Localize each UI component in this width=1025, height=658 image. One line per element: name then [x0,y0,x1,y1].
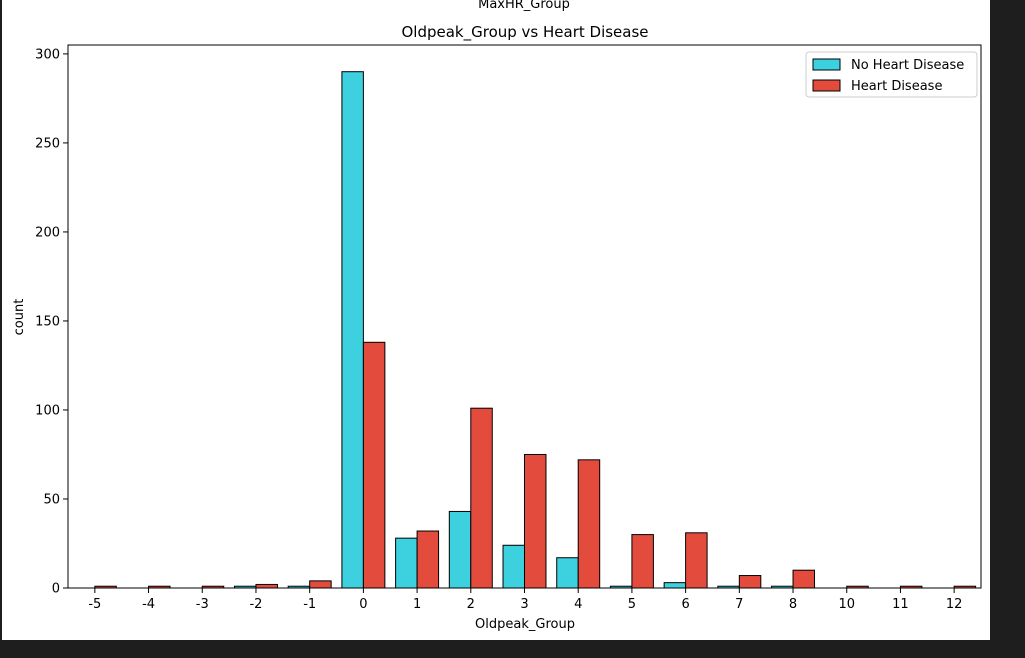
x-tick-label: 10 [838,597,855,612]
bar-no-heart-disease-6 [663,582,687,589]
bar-no-heart-disease-3 [502,544,525,589]
x-tick-label: -1 [303,597,316,612]
bar-heart-disease-8 [792,569,816,589]
x-tick-label: -5 [88,597,101,612]
y-tick-label: 150 [35,314,60,329]
x-tick-label: 6 [681,597,689,612]
x-tick-label: 5 [628,597,636,612]
bar-heart-disease--1 [309,580,332,589]
bar-heart-disease-7 [738,575,762,589]
bar-heart-disease-3 [524,453,547,589]
bar-heart-disease-6 [685,532,708,589]
x-tick-label: 4 [574,597,582,612]
x-tick-label: 12 [946,597,963,612]
legend-entry: No Heart Disease [851,58,964,73]
y-tick-label: 200 [35,225,60,240]
x-tick-label: -3 [196,597,209,612]
bar-heart-disease-0 [362,341,386,589]
y-tick-label: 100 [35,403,60,418]
bar-heart-disease-2 [470,407,493,589]
x-tick-label: 7 [735,597,743,612]
x-tick-label: 0 [359,597,367,612]
bar-heart-disease-5 [631,534,654,589]
bars-layer [94,71,977,589]
x-tick-label: 3 [520,597,528,612]
legend-swatch [812,79,841,92]
bar-no-heart-disease-0 [341,71,364,589]
figure-above-label: MaxHR_Group [478,0,570,12]
x-tick-label: 1 [413,597,421,612]
x-tick-label: -2 [249,597,262,612]
x-tick-label: 8 [789,597,797,612]
y-tick-label: 50 [43,492,60,507]
y-axis-label: count [12,299,27,336]
bar-heart-disease--2 [255,583,278,589]
x-tick-label: 2 [467,597,475,612]
bar-heart-disease-4 [577,459,601,589]
bar-chart: MaxHR_Group Oldpeak_Group vs Heart Disea… [12,0,982,632]
y-tick-label: 250 [35,136,60,151]
y-tick-label: 0 [52,582,60,597]
chart-title: Oldpeak_Group vs Heart Disease [401,23,648,42]
legend-box [805,51,978,98]
bar-no-heart-disease-1 [395,537,418,589]
legend: No Heart Disease Heart Disease [805,51,978,98]
legend-swatch [812,58,841,71]
legend-entry: Heart Disease [851,79,942,94]
bar-no-heart-disease-2 [448,510,472,589]
x-axis-label: Oldpeak_Group [475,617,575,632]
x-tick-label: 11 [892,597,909,612]
y-tick-label: 300 [35,47,60,62]
bar-heart-disease-1 [416,530,440,589]
x-tick-label: -4 [142,597,155,612]
figure: MaxHR_Group Oldpeak_Group vs Heart Disea… [2,0,990,640]
bar-no-heart-disease-4 [556,557,579,589]
